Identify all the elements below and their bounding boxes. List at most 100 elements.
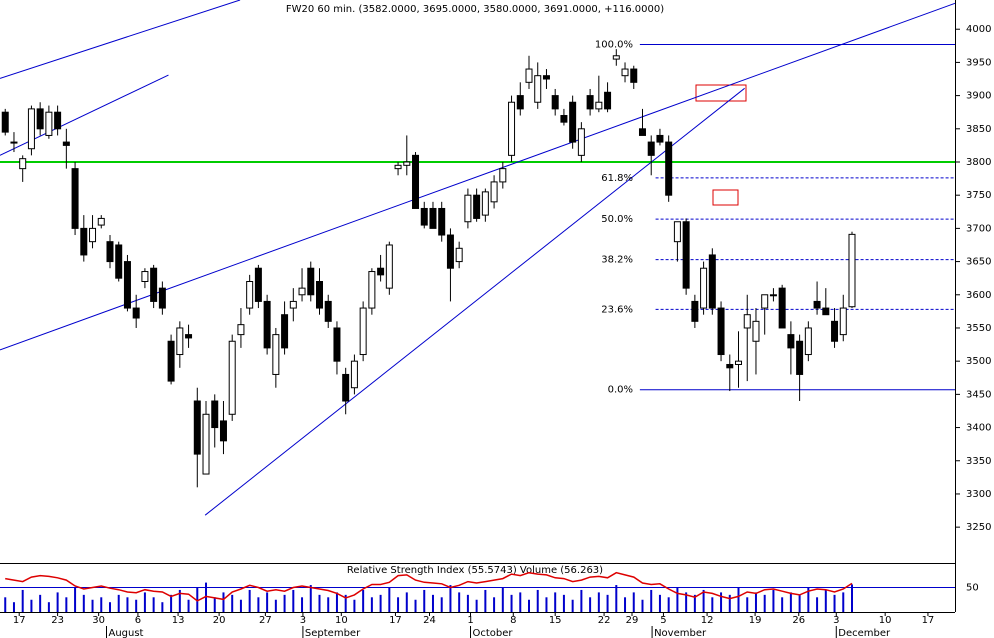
month-label: October xyxy=(473,628,514,638)
candle-body xyxy=(219,420,227,442)
candle-body xyxy=(743,314,751,329)
x-tick-label: 10 xyxy=(335,615,348,626)
candle-body xyxy=(604,91,612,110)
candle-body xyxy=(394,164,402,170)
candle-body xyxy=(438,207,446,236)
candle-body xyxy=(324,300,332,322)
candle-body xyxy=(455,247,463,263)
candle-body xyxy=(813,300,821,309)
candle-body xyxy=(123,261,131,309)
candle-body xyxy=(516,95,524,110)
candle-body xyxy=(27,108,35,150)
candle-body xyxy=(359,307,367,356)
fib-label: 50.0% xyxy=(601,214,633,225)
candle-body xyxy=(787,334,795,349)
x-tick-label: 22 xyxy=(598,615,611,626)
candle-body xyxy=(350,360,358,389)
candle-body xyxy=(638,128,646,136)
candle-body xyxy=(542,75,550,80)
candle-body xyxy=(254,267,262,302)
candle-body xyxy=(246,281,254,309)
x-tick-label: 24 xyxy=(423,615,436,626)
fib-label: 23.6% xyxy=(601,304,633,315)
y-tick-label: 3650 xyxy=(966,257,991,268)
candle-body xyxy=(80,227,88,256)
x-tick-label: 20 xyxy=(213,615,226,626)
rsi-line xyxy=(5,571,853,602)
y-tick-label: 3900 xyxy=(966,91,991,102)
candle-body xyxy=(612,55,620,60)
y-tick-label: 3750 xyxy=(966,190,991,201)
candle-body xyxy=(508,101,516,156)
x-tick-label: 17 xyxy=(389,615,402,626)
x-tick-label: 23 xyxy=(51,615,64,626)
candle-body xyxy=(691,300,699,322)
candle-body xyxy=(158,287,166,309)
candle-body xyxy=(560,115,568,123)
candle-body xyxy=(289,300,297,309)
candle-body xyxy=(717,307,725,356)
x-tick-label: 15 xyxy=(549,615,562,626)
candle-body xyxy=(839,307,847,336)
candle-body xyxy=(106,241,114,263)
y-tick-label: 3600 xyxy=(966,290,991,301)
candle-body xyxy=(647,141,655,156)
candle-body xyxy=(19,158,27,170)
panel-label: Relative Strength Index (55.5743) Volume… xyxy=(347,565,603,576)
candle-body xyxy=(315,281,323,309)
candle-body xyxy=(412,154,420,209)
candle-body xyxy=(193,400,201,455)
candle-body xyxy=(71,168,79,229)
y-tick-label: 3800 xyxy=(966,157,991,168)
x-tick-label: 19 xyxy=(749,615,762,626)
fib-label: 100.0% xyxy=(595,39,633,50)
y-tick-label: 3950 xyxy=(966,57,991,68)
candle-body xyxy=(202,413,210,475)
candle-body xyxy=(141,271,149,282)
x-tick-label: 26 xyxy=(792,615,805,626)
x-tick-label: 30 xyxy=(92,615,105,626)
y-tick-label: 3550 xyxy=(966,323,991,334)
candle-body xyxy=(752,320,760,342)
candle-body xyxy=(1,111,9,133)
candle-body xyxy=(656,134,664,143)
x-tick-label: 6 xyxy=(135,615,141,626)
trend-line xyxy=(0,0,241,79)
y-tick-label: 3450 xyxy=(966,389,991,400)
candle-body xyxy=(62,141,70,146)
candle-body xyxy=(577,128,585,156)
candle-body xyxy=(420,207,428,226)
x-tick-label: 29 xyxy=(626,615,639,626)
candle-body xyxy=(499,168,507,183)
x-tick-label: 10 xyxy=(879,615,892,626)
candle-body xyxy=(665,141,673,196)
y-tick-label: 50 xyxy=(966,583,979,594)
candle-body xyxy=(368,271,376,309)
candle-body xyxy=(796,340,804,375)
candle-body xyxy=(89,227,97,243)
candle-body xyxy=(403,161,411,166)
y-tick-label: 3500 xyxy=(966,356,991,367)
candle-body xyxy=(115,244,123,279)
candle-body xyxy=(429,207,437,229)
candle-body xyxy=(630,68,638,83)
candle-body xyxy=(673,221,681,243)
fib-label: 38.2% xyxy=(601,255,633,266)
candle-body xyxy=(769,294,777,297)
candle-body xyxy=(176,327,184,356)
y-tick-label: 3850 xyxy=(966,124,991,135)
highlight-box xyxy=(712,189,739,206)
x-tick-label: 17 xyxy=(13,615,26,626)
candle-body xyxy=(237,324,245,336)
candle-body xyxy=(228,340,236,415)
y-tick-label: 3350 xyxy=(966,456,991,467)
y-tick-label: 3250 xyxy=(966,522,991,533)
candle-body xyxy=(150,267,158,302)
candle-body xyxy=(848,233,856,308)
candle-body xyxy=(490,181,498,203)
candle-body xyxy=(342,373,350,402)
candle-body xyxy=(385,244,393,289)
candle-body xyxy=(708,254,716,309)
candle-body xyxy=(272,334,280,375)
